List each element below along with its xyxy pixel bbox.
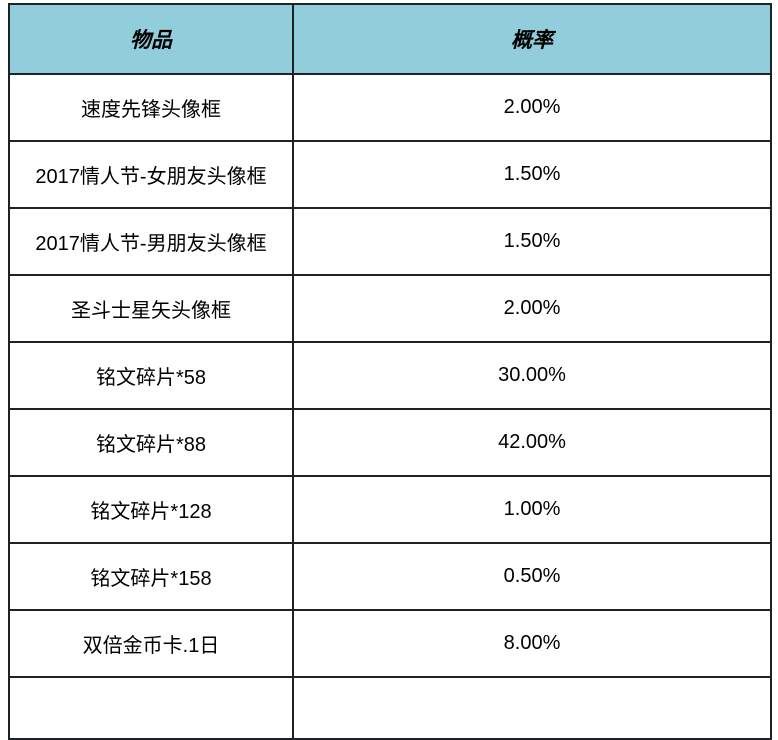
item-probability-table: 物品 概率 速度先锋头像框 2.00% 2017情人节-女朋友头像框 1.50%… (8, 3, 772, 740)
probability-cell: 2.00% (292, 73, 772, 142)
table-row: 圣斗士星矢头像框 2.00% (8, 274, 772, 343)
table-row: 铭文碎片*128 1.00% (8, 475, 772, 544)
table-row: 双倍金币卡.1日 8.00% (8, 609, 772, 678)
item-cell: 2017情人节-女朋友头像框 (8, 140, 294, 209)
item-cell-empty (8, 676, 294, 740)
column-header-probability: 概率 (292, 3, 772, 75)
item-cell: 圣斗士星矢头像框 (8, 274, 294, 343)
probability-cell: 30.00% (292, 341, 772, 410)
probability-cell: 2.00% (292, 274, 772, 343)
item-cell: 2017情人节-男朋友头像框 (8, 207, 294, 276)
probability-table: 物品 概率 速度先锋头像框 2.00% 2017情人节-女朋友头像框 1.50%… (8, 3, 772, 740)
probability-cell-empty (292, 676, 772, 740)
table-row: 速度先锋头像框 2.00% (8, 73, 772, 142)
probability-cell: 8.00% (292, 609, 772, 678)
item-cell: 速度先锋头像框 (8, 73, 294, 142)
probability-cell: 1.00% (292, 475, 772, 544)
probability-cell: 1.50% (292, 207, 772, 276)
item-cell: 铭文碎片*88 (8, 408, 294, 477)
item-cell: 铭文碎片*58 (8, 341, 294, 410)
column-header-item: 物品 (8, 3, 294, 75)
item-cell: 铭文碎片*158 (8, 542, 294, 611)
page: { "table": { "header_bg": "#92CDDC", "bo… (8, 3, 772, 740)
item-cell: 双倍金币卡.1日 (8, 609, 294, 678)
table-row: 2017情人节-男朋友头像框 1.50% (8, 207, 772, 276)
probability-cell: 0.50% (292, 542, 772, 611)
header-row: 物品 概率 (8, 3, 772, 75)
probability-cell: 42.00% (292, 408, 772, 477)
table-row: 铭文碎片*58 30.00% (8, 341, 772, 410)
table-row: 2017情人节-女朋友头像框 1.50% (8, 140, 772, 209)
table-row-partial (8, 676, 772, 740)
table-row: 铭文碎片*88 42.00% (8, 408, 772, 477)
table-row: 铭文碎片*158 0.50% (8, 542, 772, 611)
item-cell: 铭文碎片*128 (8, 475, 294, 544)
probability-cell: 1.50% (292, 140, 772, 209)
